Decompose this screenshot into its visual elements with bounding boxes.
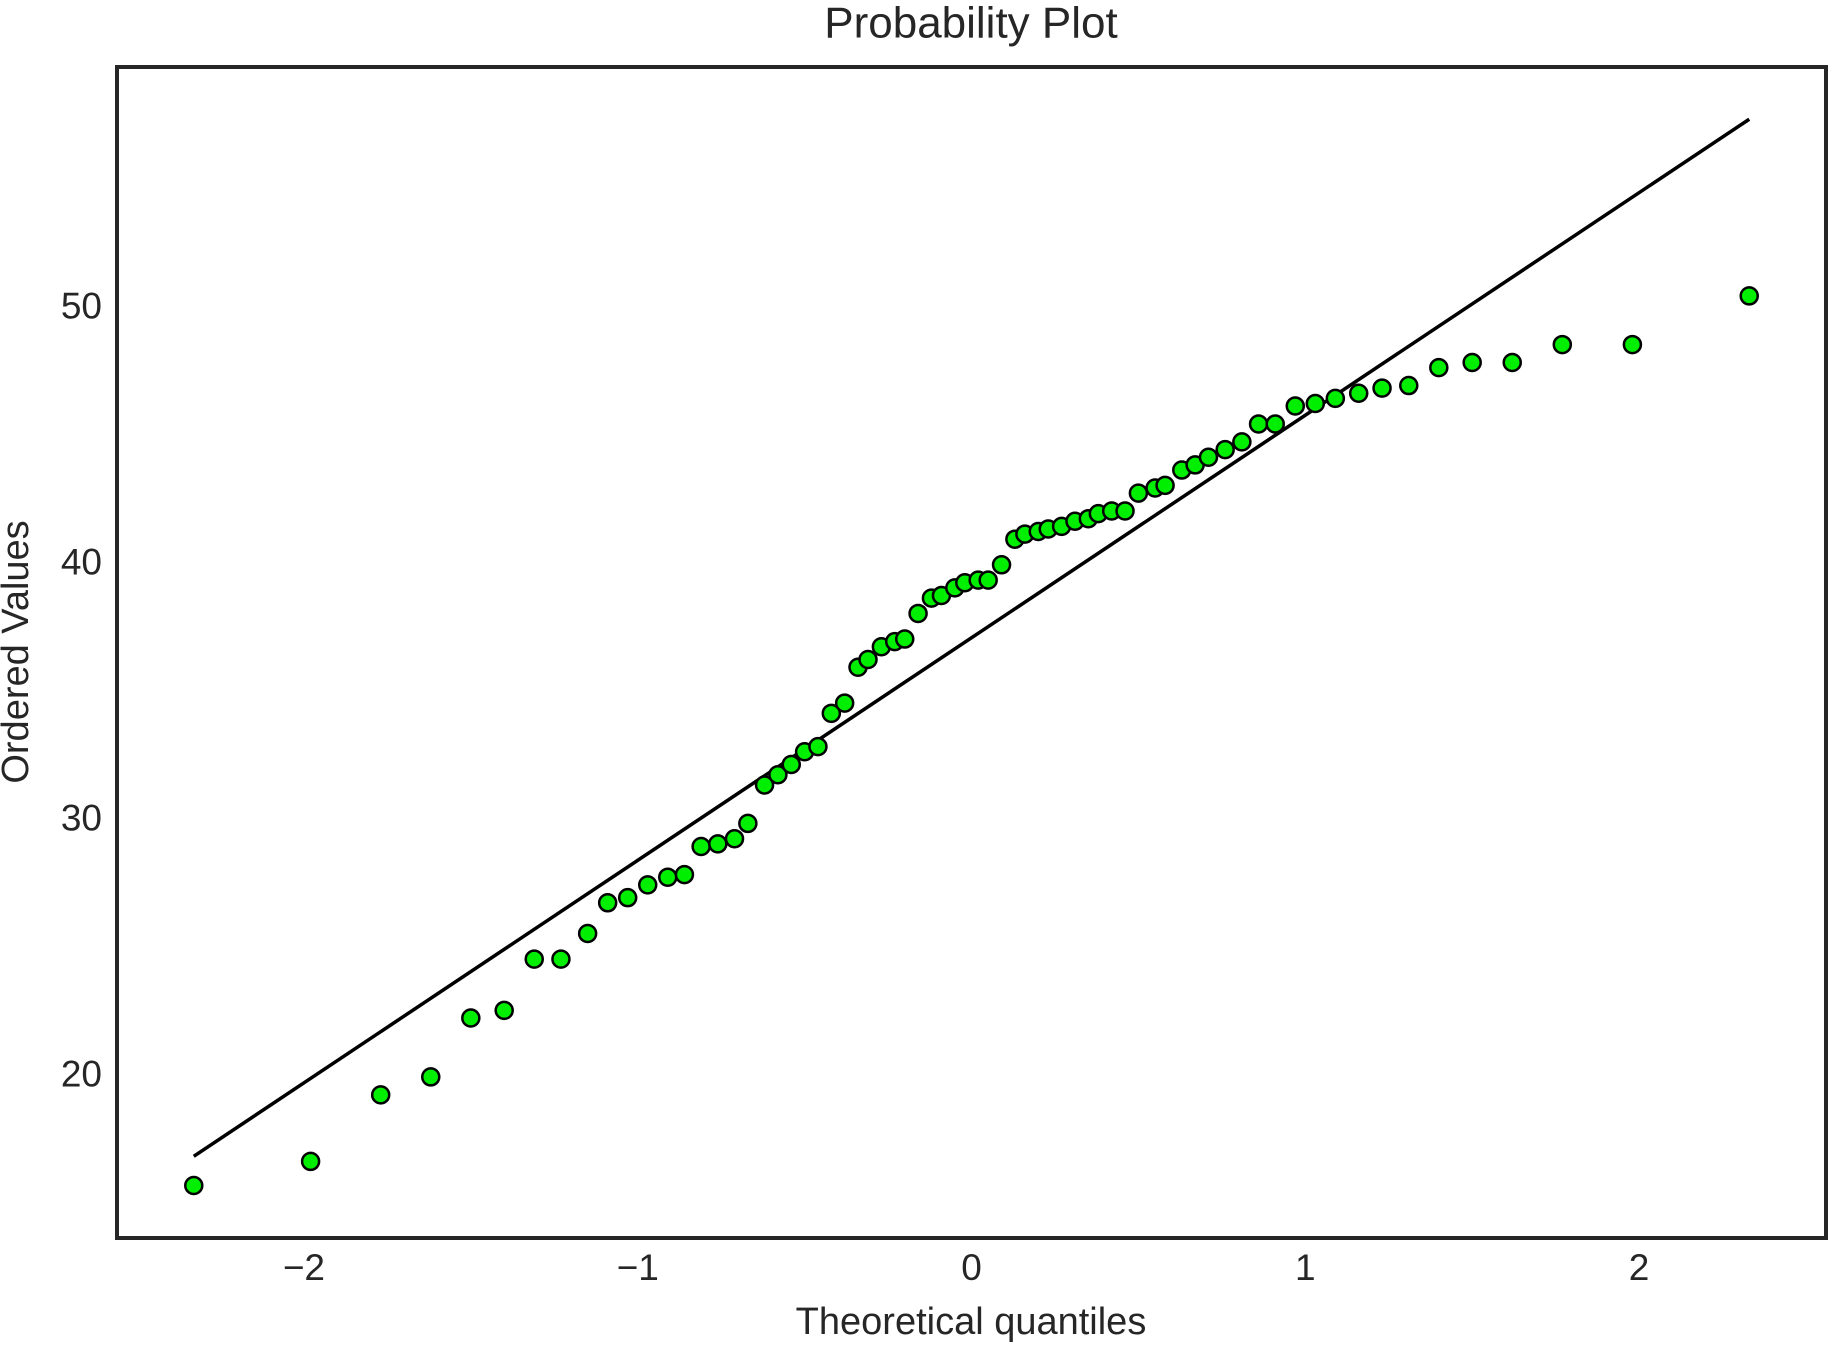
point	[1232, 432, 1252, 452]
point	[724, 829, 745, 849]
point	[461, 1008, 481, 1028]
point	[674, 864, 695, 885]
point	[1372, 378, 1392, 398]
point	[637, 875, 658, 895]
point	[617, 887, 638, 908]
point	[524, 949, 544, 969]
point	[858, 649, 878, 670]
point	[834, 693, 855, 713]
x-tick-label: 1	[1295, 1247, 1316, 1288]
point	[908, 603, 928, 624]
x-tick-label: −1	[617, 1247, 659, 1288]
point	[1622, 334, 1643, 355]
x-tick-label: 0	[961, 1247, 982, 1288]
x-tick-label: −2	[283, 1247, 325, 1288]
point	[708, 834, 728, 854]
point	[1198, 447, 1219, 467]
point	[1215, 439, 1235, 460]
fit-line	[192, 117, 1751, 1158]
x-tick-label: 2	[1629, 1247, 1650, 1288]
point	[894, 629, 915, 649]
point	[1305, 393, 1326, 414]
y-tick-label: 30	[61, 798, 102, 839]
point	[1552, 334, 1573, 355]
point	[1285, 396, 1306, 416]
point	[1348, 383, 1369, 403]
point	[494, 1000, 514, 1021]
point	[768, 765, 788, 785]
x-axis-label: Theoretical quantiles	[796, 1301, 1147, 1343]
point	[691, 836, 711, 857]
chart-title: Probability Plot	[824, 0, 1117, 48]
point	[808, 736, 828, 757]
point	[1265, 414, 1285, 434]
point	[978, 570, 998, 590]
point	[300, 1151, 321, 1172]
point	[1128, 483, 1149, 503]
point	[421, 1067, 441, 1087]
point	[370, 1085, 391, 1105]
plot-frame	[115, 65, 1828, 1240]
point	[781, 754, 802, 775]
point	[754, 775, 775, 795]
point	[1115, 501, 1135, 521]
y-tick-label: 40	[61, 542, 102, 583]
point	[1248, 414, 1269, 434]
point	[658, 867, 678, 887]
point	[1155, 475, 1175, 496]
point	[1429, 357, 1449, 378]
point	[1399, 375, 1419, 396]
y-tick-label: 50	[61, 286, 102, 327]
point	[738, 813, 758, 834]
point	[597, 893, 618, 913]
y-tick-label: 20	[61, 1054, 102, 1095]
point	[1462, 352, 1482, 373]
point	[1502, 352, 1522, 373]
y-axis-label: Ordered Values	[0, 520, 37, 783]
point	[184, 1175, 204, 1196]
point	[821, 703, 842, 724]
point	[991, 555, 1012, 575]
point	[1739, 286, 1759, 306]
point	[1325, 388, 1346, 409]
point	[551, 949, 571, 969]
point	[577, 923, 598, 944]
